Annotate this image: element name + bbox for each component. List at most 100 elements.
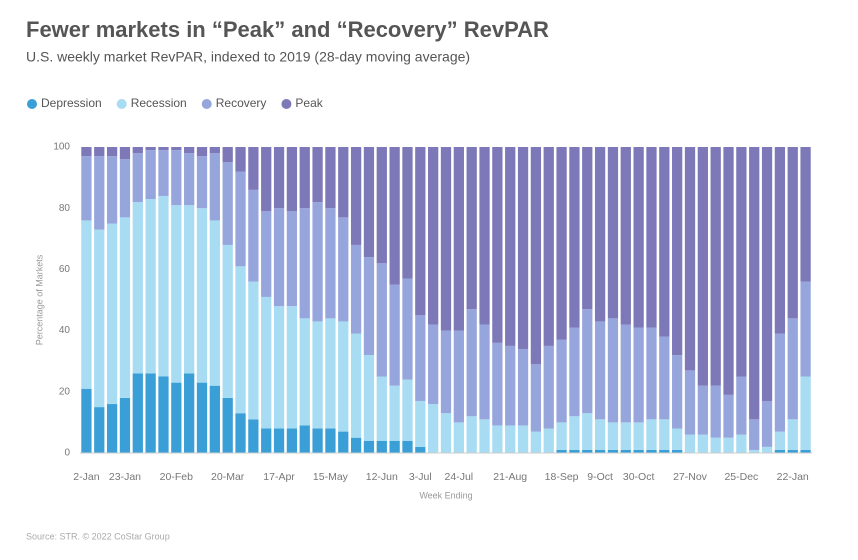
legend-label: Recession [131, 96, 187, 110]
bar-segment [261, 147, 272, 212]
bar-segment [505, 425, 516, 453]
bar-segment [299, 318, 310, 426]
bar-segment [736, 147, 747, 377]
bar-segment [505, 147, 516, 346]
chart-title: Fewer markets in “Peak” and “Recovery” R… [26, 17, 549, 42]
bar-segment [633, 327, 644, 423]
bar-segment [749, 419, 760, 450]
bar-segment [466, 309, 477, 417]
bar-segment [325, 208, 336, 319]
x-tick-label: 22-Jan [777, 471, 809, 483]
bar-segment [620, 449, 631, 453]
bar-segment [646, 419, 657, 450]
bar-segment [582, 309, 593, 414]
bar-segment [492, 147, 503, 343]
legend-swatch [27, 99, 37, 109]
bar-segment [273, 306, 285, 429]
bar-segment [158, 195, 169, 377]
bar-segment [787, 147, 798, 319]
bar-segment [723, 437, 734, 453]
bar-segment [736, 376, 747, 435]
bar-segment [196, 382, 208, 453]
y-axis-label: Percentage of Markets [34, 254, 44, 345]
bar-segment [569, 147, 580, 328]
bar-segment [171, 150, 182, 206]
bar-segment [659, 449, 670, 453]
bar-segment [94, 147, 105, 157]
bar-segment [132, 202, 143, 374]
bar-segment [350, 437, 362, 453]
bar-segment [710, 147, 721, 386]
bar-segment [594, 321, 606, 420]
bar-segment [672, 428, 683, 450]
bar-segment [761, 400, 773, 447]
bar-segment [582, 147, 593, 310]
bar-segment [569, 416, 580, 450]
bar-segment [312, 147, 323, 203]
legend-label: Depression [41, 96, 102, 110]
bar-segment [222, 162, 233, 245]
bar-segment [723, 394, 734, 438]
bar-segment [466, 416, 477, 453]
bar-segment [594, 147, 606, 322]
bar-segment [659, 419, 670, 450]
bar-segment [761, 147, 773, 401]
bar-segment [184, 373, 195, 453]
bar-segment [81, 147, 92, 157]
bar-segment [338, 431, 349, 453]
bar-segment [132, 373, 143, 453]
bar-segment [196, 208, 208, 383]
bar-segment [607, 422, 619, 450]
bar-segment [684, 370, 696, 435]
bar-segment [569, 449, 580, 453]
bar-segment [530, 431, 542, 453]
bar-segment [787, 318, 798, 420]
bar-segment [94, 407, 105, 453]
bar-segment [350, 147, 362, 245]
bar-segment [235, 147, 246, 172]
bar-segment [646, 147, 657, 328]
bar-segment [402, 440, 413, 453]
bar-segment [800, 147, 811, 282]
bar-segment [607, 318, 619, 423]
bar-segment [299, 147, 310, 209]
bar-segment [761, 446, 773, 453]
bar-segment [530, 364, 542, 432]
bar-segment [132, 147, 143, 154]
bar-segment [106, 156, 118, 224]
bar-segment [620, 422, 631, 450]
bar-segment [94, 156, 105, 230]
bar-segment [312, 321, 323, 429]
bar-segment [453, 147, 464, 331]
bar-segment [350, 333, 362, 438]
bar-segment [248, 281, 259, 420]
x-axis-label: Week Ending [419, 490, 472, 500]
bar-segment [389, 440, 400, 453]
bar-segment [646, 327, 657, 420]
bar-segment [428, 324, 439, 405]
bar-segment [132, 153, 143, 203]
bar-segment [222, 147, 233, 163]
x-tick-label: 23-Jan [109, 471, 141, 483]
bar-segment [389, 385, 400, 441]
bar-segment [620, 147, 631, 325]
x-tick-label: 17-Apr [263, 471, 295, 483]
bar-segment [325, 318, 336, 429]
bar-segment [415, 400, 426, 447]
bar-segment [363, 355, 375, 441]
y-tick-label: 0 [64, 448, 70, 459]
bar-segment [363, 147, 375, 258]
x-tick-label: 3-Jul [409, 471, 432, 483]
bar-segment [440, 147, 452, 331]
bar-segment [684, 434, 696, 453]
bar-segment [106, 147, 118, 157]
bar-segment [530, 147, 542, 365]
bar-segment [286, 428, 298, 453]
bar-segment [376, 147, 387, 264]
bar-segment [158, 147, 169, 151]
bar-segment [697, 434, 708, 453]
bar-segment [235, 171, 246, 267]
bar-segment [184, 205, 195, 374]
